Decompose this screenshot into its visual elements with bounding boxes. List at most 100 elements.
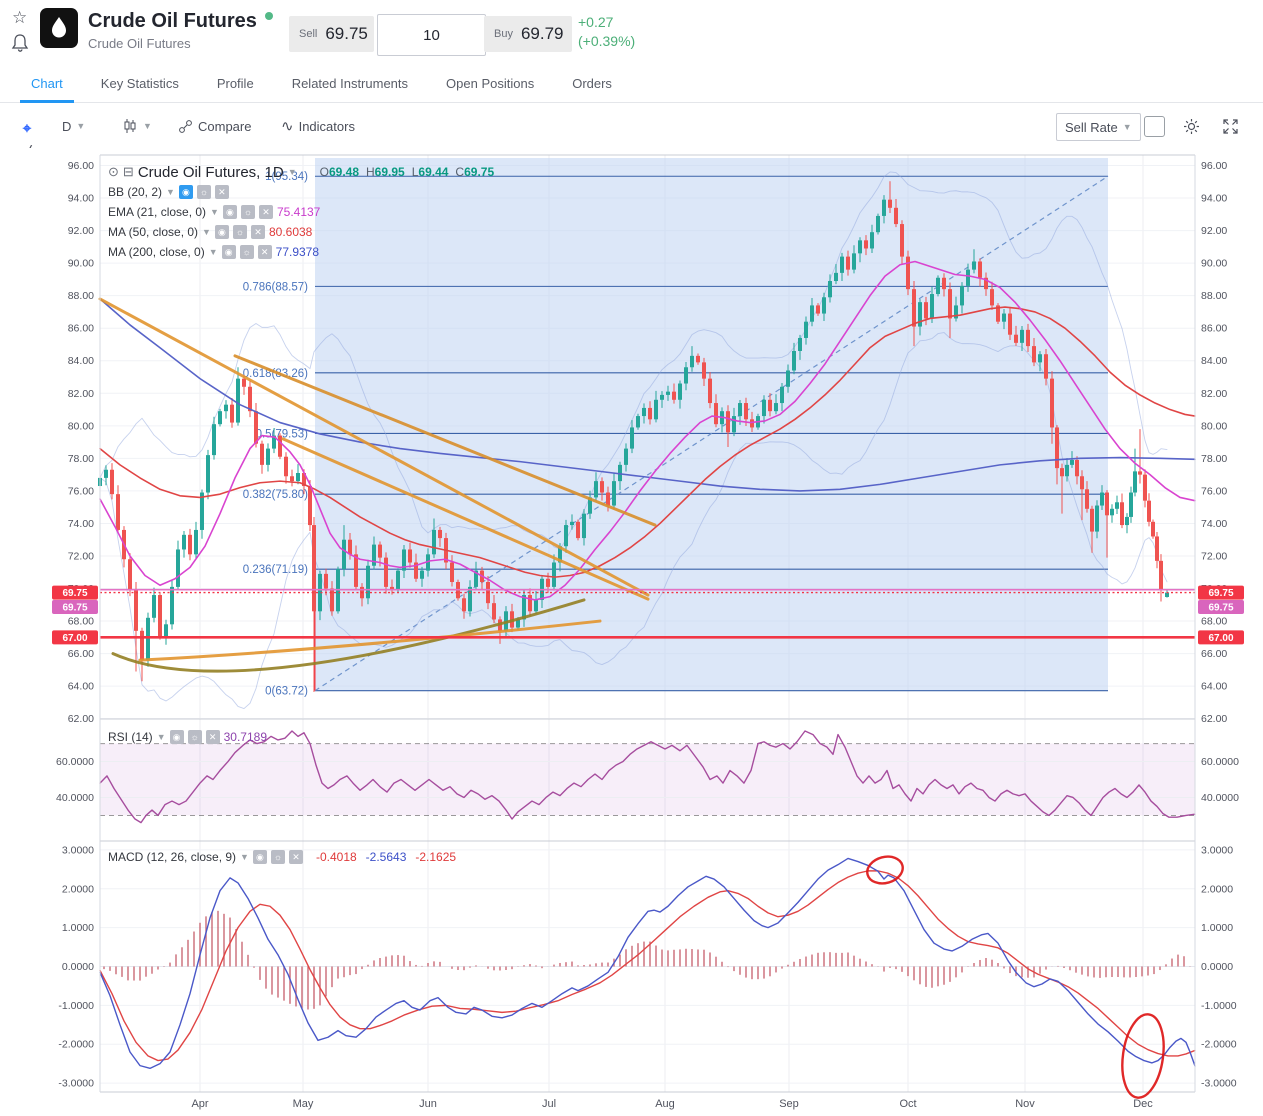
interval-value: D <box>62 118 72 134</box>
bb-legend-row[interactable]: BB (20, 2) ▼ ◉ ☼ ✕ <box>108 182 494 202</box>
candle-body <box>894 207 898 225</box>
bb-remove-icon[interactable]: ✕ <box>214 185 229 199</box>
favorite-star-icon[interactable]: ☆ <box>12 8 28 27</box>
annotation-circle <box>866 855 904 885</box>
rsi-remove-icon[interactable]: ✕ <box>205 730 220 744</box>
chevron-down-icon: ▼ <box>1122 122 1132 132</box>
candle-body <box>152 595 156 618</box>
bb-settings-gear-icon[interactable]: ☼ <box>196 185 211 199</box>
candle-body <box>810 305 814 322</box>
compare-button[interactable]: Compare <box>178 113 251 139</box>
tab-profile[interactable]: Profile <box>216 76 254 91</box>
chevron-down-icon: ▼ <box>166 187 175 197</box>
ema-settings-gear-icon[interactable]: ☼ <box>240 205 255 219</box>
ma200-settings-gear-icon[interactable]: ☼ <box>239 245 254 259</box>
candle-body <box>624 448 628 465</box>
chart-canvas[interactable]: 1(95.34)0.786(88.57)0.618(83.26)0.5(79.5… <box>0 148 1263 1116</box>
rsi-settings-gear-icon[interactable]: ☼ <box>187 730 202 744</box>
tab-orders[interactable]: Orders <box>572 76 612 91</box>
change-pct: (+0.39%) <box>578 33 636 49</box>
price-axis-label-left: 82.00 <box>68 388 94 400</box>
candle-body <box>570 521 574 526</box>
crosshair-tool-icon[interactable]: ⌖ <box>22 120 32 137</box>
price-axis-label-left: 68.00 <box>68 616 94 628</box>
rsi-visibility-eye-icon[interactable]: ◉ <box>169 730 184 744</box>
candle-body <box>146 617 150 661</box>
price-badge-right <box>1198 600 1244 614</box>
bell-icon <box>11 34 29 52</box>
macd-remove-icon[interactable]: ✕ <box>288 850 303 864</box>
quantity-input[interactable] <box>377 14 486 56</box>
month-axis-label: Oct <box>899 1098 916 1110</box>
macd-axis-label-right: 0.0000 <box>1201 961 1233 973</box>
chevron-down-icon: ▼ <box>143 121 152 131</box>
macd-axis-label-right: -1.0000 <box>1201 1000 1237 1012</box>
candle-body <box>414 562 418 579</box>
candle-body <box>528 595 532 612</box>
minimize-pane-icon[interactable]: ⊟ <box>122 164 134 179</box>
tab-key-statistics[interactable]: Key Statistics <box>100 76 179 91</box>
fib-level-label: 0(63.72) <box>265 686 308 698</box>
ema-visibility-eye-icon[interactable]: ◉ <box>222 205 237 219</box>
chart-style-dropdown[interactable]: ▼ <box>122 113 152 139</box>
candle-body <box>582 513 586 539</box>
settings-button[interactable] <box>1183 113 1200 139</box>
ma50-legend-row[interactable]: MA (50, close, 0) ▼ ◉ ☼ ✕ 80.6038 <box>108 222 494 242</box>
candle-body <box>1038 354 1042 363</box>
candle-body <box>324 573 328 589</box>
collapse-chevron-icon[interactable]: ⊙ <box>108 164 119 179</box>
candle-body <box>684 367 688 384</box>
tab-chart[interactable]: Chart <box>12 68 82 103</box>
rate-type-dropdown[interactable]: Sell Rate ▼ <box>1056 113 1141 141</box>
macd-settings-gear-icon[interactable]: ☼ <box>270 850 285 864</box>
gear-icon <box>1184 118 1199 134</box>
price-badge-right-text: 69.75 <box>1208 603 1233 614</box>
ema-remove-icon[interactable]: ✕ <box>258 205 273 219</box>
candle-body <box>630 427 634 449</box>
ema-legend-row[interactable]: EMA (21, close, 0) ▼ ◉ ☼ ✕ 75.4137 <box>108 202 494 222</box>
candle-body <box>1085 489 1089 509</box>
candle-body <box>254 411 258 444</box>
sell-button[interactable]: Sell 69.75 <box>289 16 374 52</box>
macd-visibility-eye-icon[interactable]: ◉ <box>252 850 267 864</box>
ohlc-letter: L <box>411 165 419 179</box>
fib-retracement-box <box>315 158 1108 691</box>
price-alert-bell-icon[interactable] <box>11 33 29 58</box>
ma50-settings-gear-icon[interactable]: ☼ <box>232 225 247 239</box>
price-axis-label-right: 86.00 <box>1201 323 1227 335</box>
ma200-visibility-eye-icon[interactable]: ◉ <box>221 245 236 259</box>
price-axis-label-left: 78.00 <box>68 453 94 465</box>
fullscreen-button[interactable] <box>1222 113 1239 139</box>
ma50-remove-icon[interactable]: ✕ <box>250 225 265 239</box>
interval-dropdown[interactable]: D ▼ <box>62 113 85 139</box>
ohlc-letter: C <box>455 165 465 179</box>
ma200-legend-row[interactable]: MA (200, close, 0) ▼ ◉ ☼ ✕ 77.9378 <box>108 242 494 262</box>
candle-body <box>918 302 922 327</box>
candle-body <box>378 544 382 558</box>
chevron-down-icon: ▼ <box>240 852 249 862</box>
ma200-remove-icon[interactable]: ✕ <box>257 245 272 259</box>
price-axis-label-right: 68.00 <box>1201 616 1227 628</box>
candle-body <box>546 578 550 587</box>
candle-body <box>786 370 790 387</box>
chevron-down-icon: ▼ <box>202 227 211 237</box>
candle-body <box>366 565 370 599</box>
rsi-axis-label-left: 60.0000 <box>56 756 94 768</box>
buy-button[interactable]: Buy 69.79 <box>484 16 572 52</box>
candle-body <box>1147 500 1151 522</box>
ma50-visibility-eye-icon[interactable]: ◉ <box>214 225 229 239</box>
rsi-legend[interactable]: RSI (14) ▼ ◉ ☼ ✕ 30.7189 <box>108 727 267 747</box>
tab-open-positions[interactable]: Open Positions <box>446 76 535 91</box>
tab-related-instruments[interactable]: Related Instruments <box>291 76 409 91</box>
macd-legend[interactable]: MACD (12, 26, close, 9) ▼ ◉ ☼ ✕ -0.4018-… <box>108 847 456 867</box>
candle-body <box>936 277 940 295</box>
symbol-legend-row[interactable]: ⊙ ⊟ Crude Oil Futures, 1D ▼ O69.48 H69.95… <box>108 162 494 182</box>
bb-visibility-eye-icon[interactable]: ◉ <box>178 185 193 199</box>
ohlc-letter: O <box>319 165 329 179</box>
candle-body <box>1159 560 1163 591</box>
snapshot-checkbox[interactable] <box>1144 116 1165 137</box>
chevron-down-icon: ▼ <box>208 247 218 257</box>
candle-body <box>164 624 168 638</box>
indicators-button[interactable]: ∿ Indicators <box>281 113 355 139</box>
